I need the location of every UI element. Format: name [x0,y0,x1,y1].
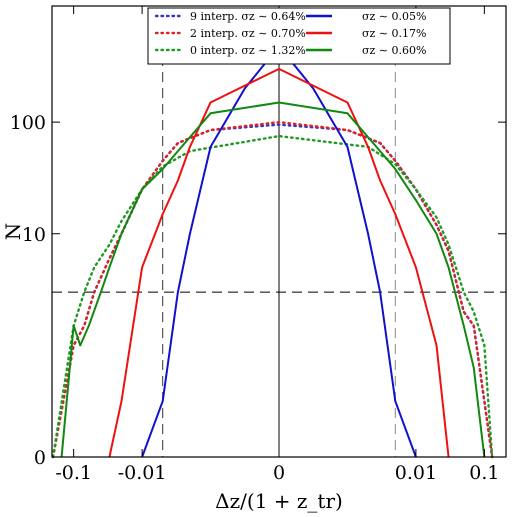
legend-label: σz ∼ 0.05% [362,10,426,23]
x-tick-label: 0.1 [469,462,499,484]
y-tick-label: 10 [22,224,46,246]
x-tick-label: 0 [273,462,285,484]
legend-label: σz ∼ 0.17% [362,27,426,40]
series-line-dotted-2 [51,134,494,459]
legend-label: 0 interp. σz ∼ 1.32% [190,44,306,57]
legend-label: 2 interp. σz ∼ 0.70% [190,27,306,40]
series-line-dotted-0 [51,123,494,459]
y-tick-label: 0 [34,447,46,469]
x-axis-label: Δz/(1 + z_tr) [215,489,343,513]
y-axis-label: N [1,223,25,241]
reference-lines [52,6,506,457]
series-line-dotted-1 [51,120,494,459]
legend: 9 interp. σz ∼ 0.64% 2 interp. σz ∼ 0.70%… [147,7,451,65]
x-tick-label: 0.01 [395,462,437,484]
x-tick-label: -0.1 [55,462,92,484]
ticks-layer: -0.1 -0.01 0 0.01 0.1 0 10 100 [10,6,506,484]
legend-label: σz ∼ 0.60% [362,44,426,57]
legend-label: 9 interp. σz ∼ 0.64% [190,10,306,23]
series-layer [51,45,494,459]
series-line-solid-5 [60,101,486,458]
legend-box [147,7,451,65]
y-tick-label: 100 [10,112,46,134]
series-line-solid-4 [108,67,450,458]
x-tick-label: -0.01 [118,462,167,484]
